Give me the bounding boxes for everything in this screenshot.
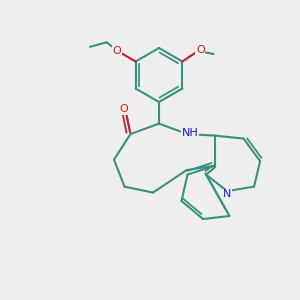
Text: O: O [112, 46, 122, 56]
Text: N: N [223, 190, 231, 200]
Text: N: N [223, 189, 231, 199]
Text: O: O [196, 45, 205, 55]
Text: NH: NH [182, 128, 198, 138]
Text: O: O [119, 104, 128, 115]
